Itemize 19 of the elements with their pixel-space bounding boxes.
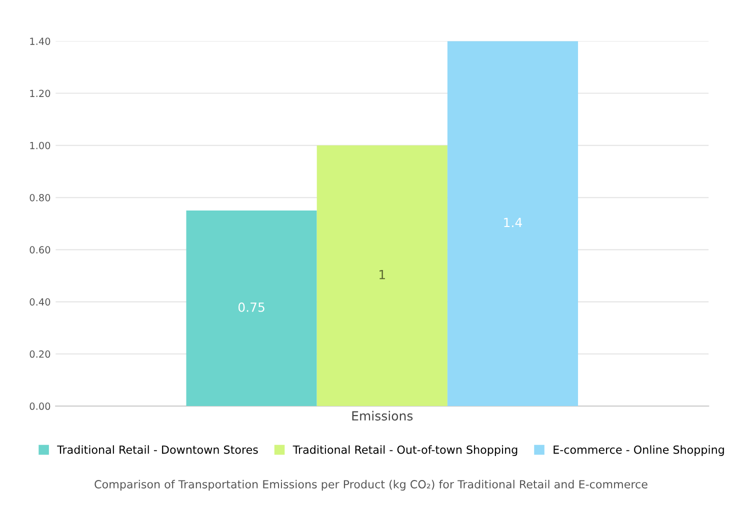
- data-label: 1.4: [504, 218, 522, 228]
- legend-label: Traditional Retail - Downtown Stores: [57, 445, 258, 454]
- x-tick-label: Emissions: [352, 410, 413, 421]
- legend-label: E-commerce - Online Shopping: [554, 445, 724, 456]
- y-tick-label: 1.20: [30, 90, 50, 98]
- data-label: 1: [380, 270, 385, 280]
- y-tick-label: 0.20: [30, 350, 50, 358]
- y-tick-label: 0.80: [30, 194, 50, 202]
- legend-label: Traditional Retail - Out-of-town Shopping: [292, 445, 518, 456]
- y-tick-label: 1.00: [30, 142, 50, 150]
- bar: [316, 145, 448, 406]
- data-label: 0.75: [238, 302, 264, 312]
- bar: [186, 210, 317, 406]
- y-tick-label: 0.60: [30, 246, 50, 254]
- y-tick-label: 0.00: [30, 402, 50, 410]
- text: Comparison of Transportation Emissions per Product (kg CO₂) for Traditional Retail and E-commerce: [94, 480, 648, 491]
- bar: [447, 41, 578, 406]
- y-tick-label: 1.40: [30, 38, 50, 45]
- y-tick-label: 0.40: [30, 298, 50, 306]
